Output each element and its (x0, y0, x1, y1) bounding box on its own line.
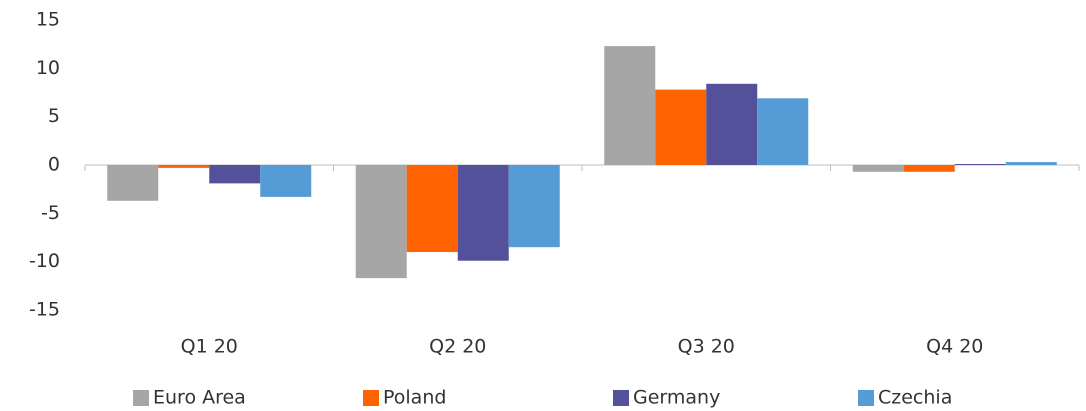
legend-label: Germany (633, 387, 720, 409)
x-tick-label: Q3 20 (678, 336, 735, 358)
y-tick-label: -15 (29, 299, 60, 321)
legend-label: Poland (383, 387, 446, 409)
bar (655, 89, 707, 165)
bar (107, 165, 159, 201)
y-tick-label: -10 (29, 250, 60, 272)
bar (903, 165, 955, 172)
bar (209, 165, 261, 184)
y-tick-label: 0 (48, 154, 60, 176)
y-tick-label: 10 (36, 57, 60, 79)
bar (508, 165, 560, 248)
legend-label: Euro Area (153, 387, 246, 409)
legend-swatch (133, 390, 149, 406)
y-tick-label: 5 (48, 105, 60, 127)
bar (954, 164, 1006, 165)
y-tick-label: 15 (36, 9, 60, 31)
legend-swatch (613, 390, 629, 406)
legend-swatch (858, 390, 874, 406)
x-tick-label: Q2 20 (429, 336, 486, 358)
bar (260, 165, 312, 197)
bar (406, 165, 458, 252)
bar (757, 98, 809, 165)
bar (604, 46, 656, 165)
bar (706, 83, 758, 165)
bar (355, 165, 407, 279)
legend-swatch (363, 390, 379, 406)
bar (852, 165, 904, 172)
y-tick-label: -5 (41, 202, 60, 224)
legend-label: Czechia (878, 387, 952, 409)
bar (457, 165, 509, 261)
bar (1005, 162, 1057, 165)
x-tick-label: Q1 20 (181, 336, 238, 358)
x-tick-label: Q4 20 (926, 336, 983, 358)
bar (158, 165, 210, 168)
